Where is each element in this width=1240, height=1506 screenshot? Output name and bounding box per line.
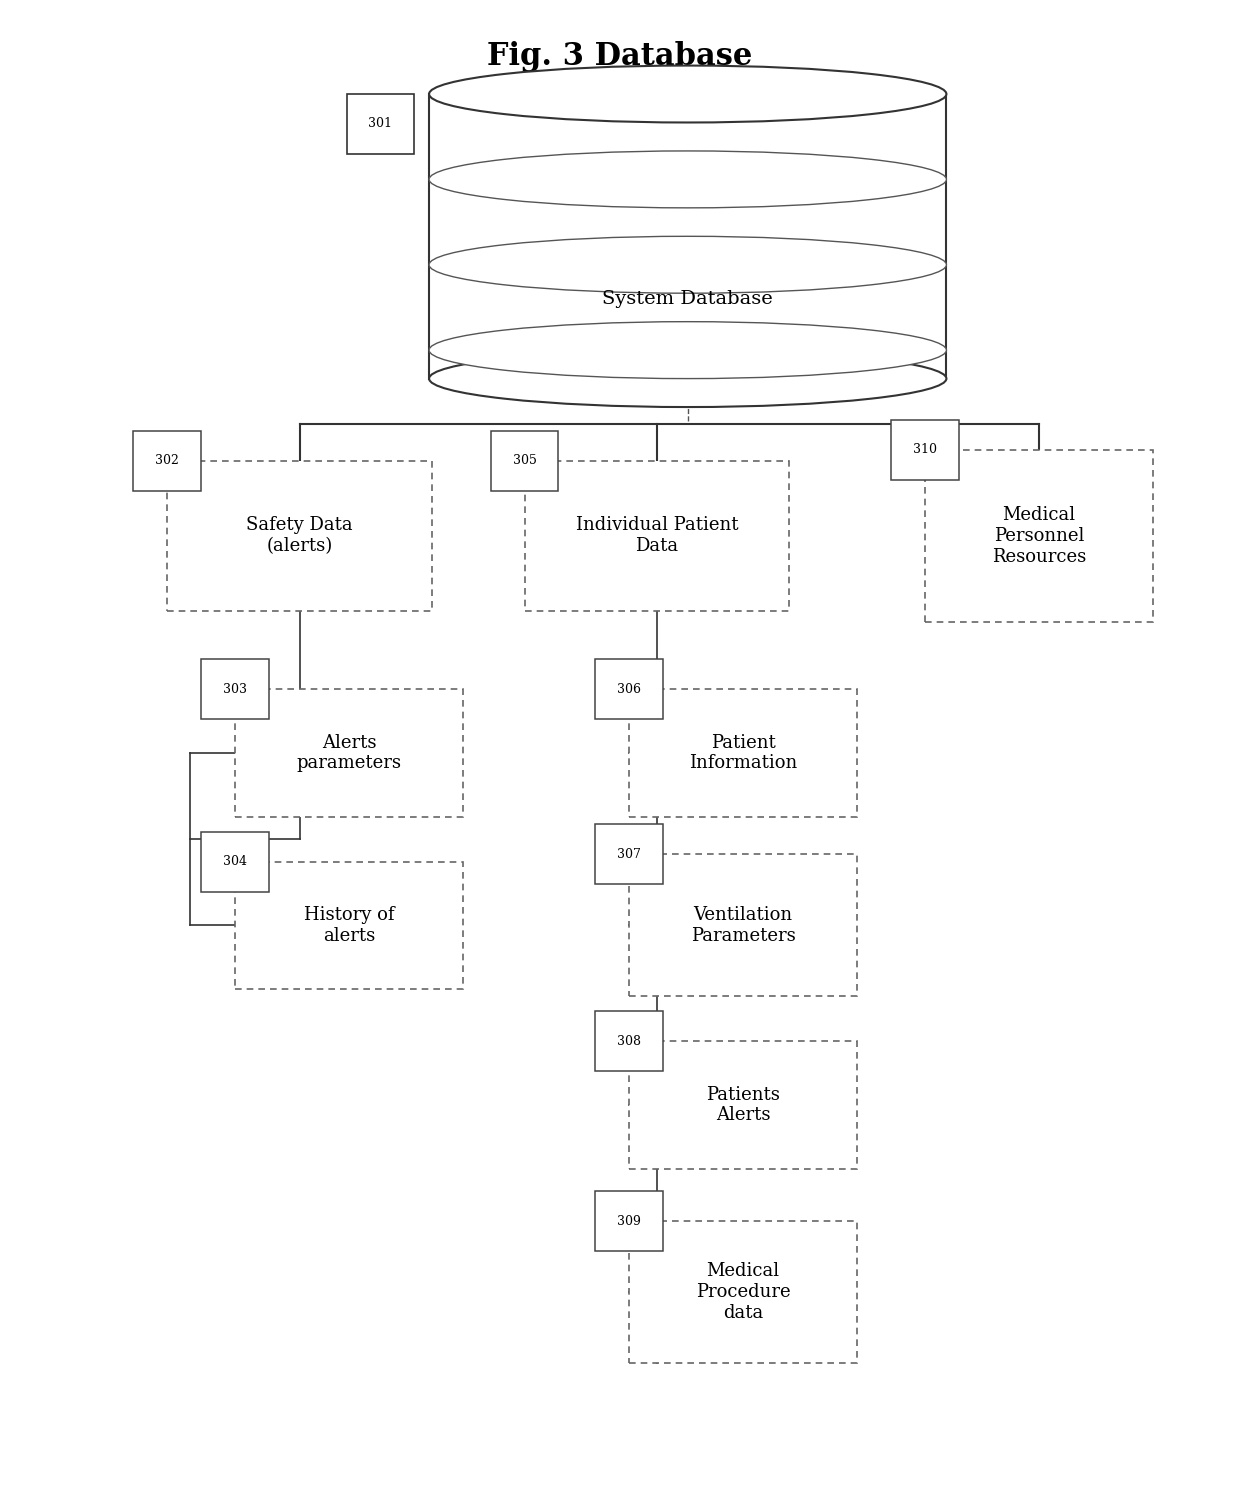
Ellipse shape: [429, 349, 946, 407]
Text: Patients
Alerts: Patients Alerts: [707, 1086, 780, 1125]
FancyBboxPatch shape: [491, 431, 558, 491]
FancyBboxPatch shape: [201, 831, 269, 892]
Text: 302: 302: [155, 455, 180, 467]
Ellipse shape: [429, 236, 946, 294]
FancyBboxPatch shape: [595, 1191, 663, 1251]
Text: 307: 307: [618, 848, 641, 860]
Text: 305: 305: [512, 455, 537, 467]
FancyBboxPatch shape: [892, 420, 959, 480]
FancyBboxPatch shape: [167, 461, 433, 611]
FancyBboxPatch shape: [595, 824, 663, 884]
FancyBboxPatch shape: [236, 861, 463, 989]
Text: 310: 310: [913, 443, 937, 456]
Text: 304: 304: [223, 855, 247, 867]
FancyBboxPatch shape: [525, 461, 790, 611]
FancyBboxPatch shape: [595, 660, 663, 720]
Text: 306: 306: [618, 682, 641, 696]
Text: 303: 303: [223, 682, 247, 696]
FancyBboxPatch shape: [201, 660, 269, 720]
Text: Ventilation
Parameters: Ventilation Parameters: [691, 905, 796, 944]
Ellipse shape: [429, 151, 946, 208]
FancyBboxPatch shape: [595, 1012, 663, 1071]
Text: Safety Data
(alerts): Safety Data (alerts): [247, 517, 353, 556]
Text: System Database: System Database: [603, 291, 773, 307]
Ellipse shape: [429, 66, 946, 122]
FancyBboxPatch shape: [134, 431, 201, 491]
Ellipse shape: [429, 322, 946, 378]
Text: Medical
Procedure
data: Medical Procedure data: [696, 1262, 790, 1322]
Text: Patient
Information: Patient Information: [689, 733, 797, 773]
Text: Fig. 3 Database: Fig. 3 Database: [487, 41, 753, 72]
Text: 309: 309: [618, 1214, 641, 1227]
Text: Individual Patient
Data: Individual Patient Data: [575, 517, 738, 556]
Text: History of
alerts: History of alerts: [304, 905, 394, 944]
FancyBboxPatch shape: [629, 1041, 857, 1169]
FancyBboxPatch shape: [236, 690, 463, 816]
Text: 308: 308: [618, 1035, 641, 1048]
Text: 301: 301: [368, 117, 392, 131]
FancyBboxPatch shape: [629, 1221, 857, 1363]
FancyBboxPatch shape: [629, 690, 857, 816]
FancyBboxPatch shape: [346, 93, 414, 154]
FancyBboxPatch shape: [925, 450, 1153, 622]
FancyBboxPatch shape: [629, 854, 857, 997]
Text: Medical
Personnel
Resources: Medical Personnel Resources: [992, 506, 1086, 566]
Text: Alerts
parameters: Alerts parameters: [296, 733, 402, 773]
